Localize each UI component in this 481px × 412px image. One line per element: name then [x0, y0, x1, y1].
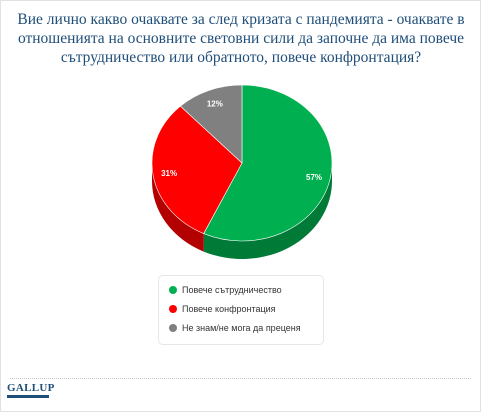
pie-side-1: [152, 163, 204, 252]
legend-swatch-cooperation: [169, 285, 177, 294]
legend-label-cooperation: Повече сътрудничество: [182, 285, 282, 295]
data-label-0: 57%: [306, 173, 322, 182]
legend-label-dont-know: Не знам/не мога да преценя: [182, 323, 301, 333]
gallup-logo-bar: [7, 395, 49, 398]
pie-slice-0[interactable]: [203, 84, 333, 242]
pie-slice-2[interactable]: [179, 84, 243, 164]
legend-swatch-confrontation: [169, 304, 177, 313]
data-label-1: 31%: [161, 169, 177, 178]
pie-side-0: [203, 163, 332, 259]
legend-item-cooperation[interactable]: Повече сътрудничество: [169, 283, 282, 297]
chart-title: Вие лично какво очаквате за след кризата…: [17, 11, 465, 66]
footer-divider: [10, 378, 471, 379]
pie-slice-1[interactable]: [151, 105, 243, 234]
gallup-logo: GALLUP: [7, 382, 55, 394]
legend-item-confrontation[interactable]: Повече конфронтация: [169, 302, 276, 316]
legend-item-dont-know[interactable]: Не знам/не мога да преценя: [169, 321, 301, 335]
legend-label-confrontation: Повече конфронтация: [182, 304, 276, 314]
legend-swatch-dont-know: [169, 323, 177, 332]
legend: Повече сътрудничество Повече конфронтаци…: [158, 275, 324, 345]
data-label-2: 12%: [207, 100, 223, 109]
pie-sides: [152, 163, 332, 259]
